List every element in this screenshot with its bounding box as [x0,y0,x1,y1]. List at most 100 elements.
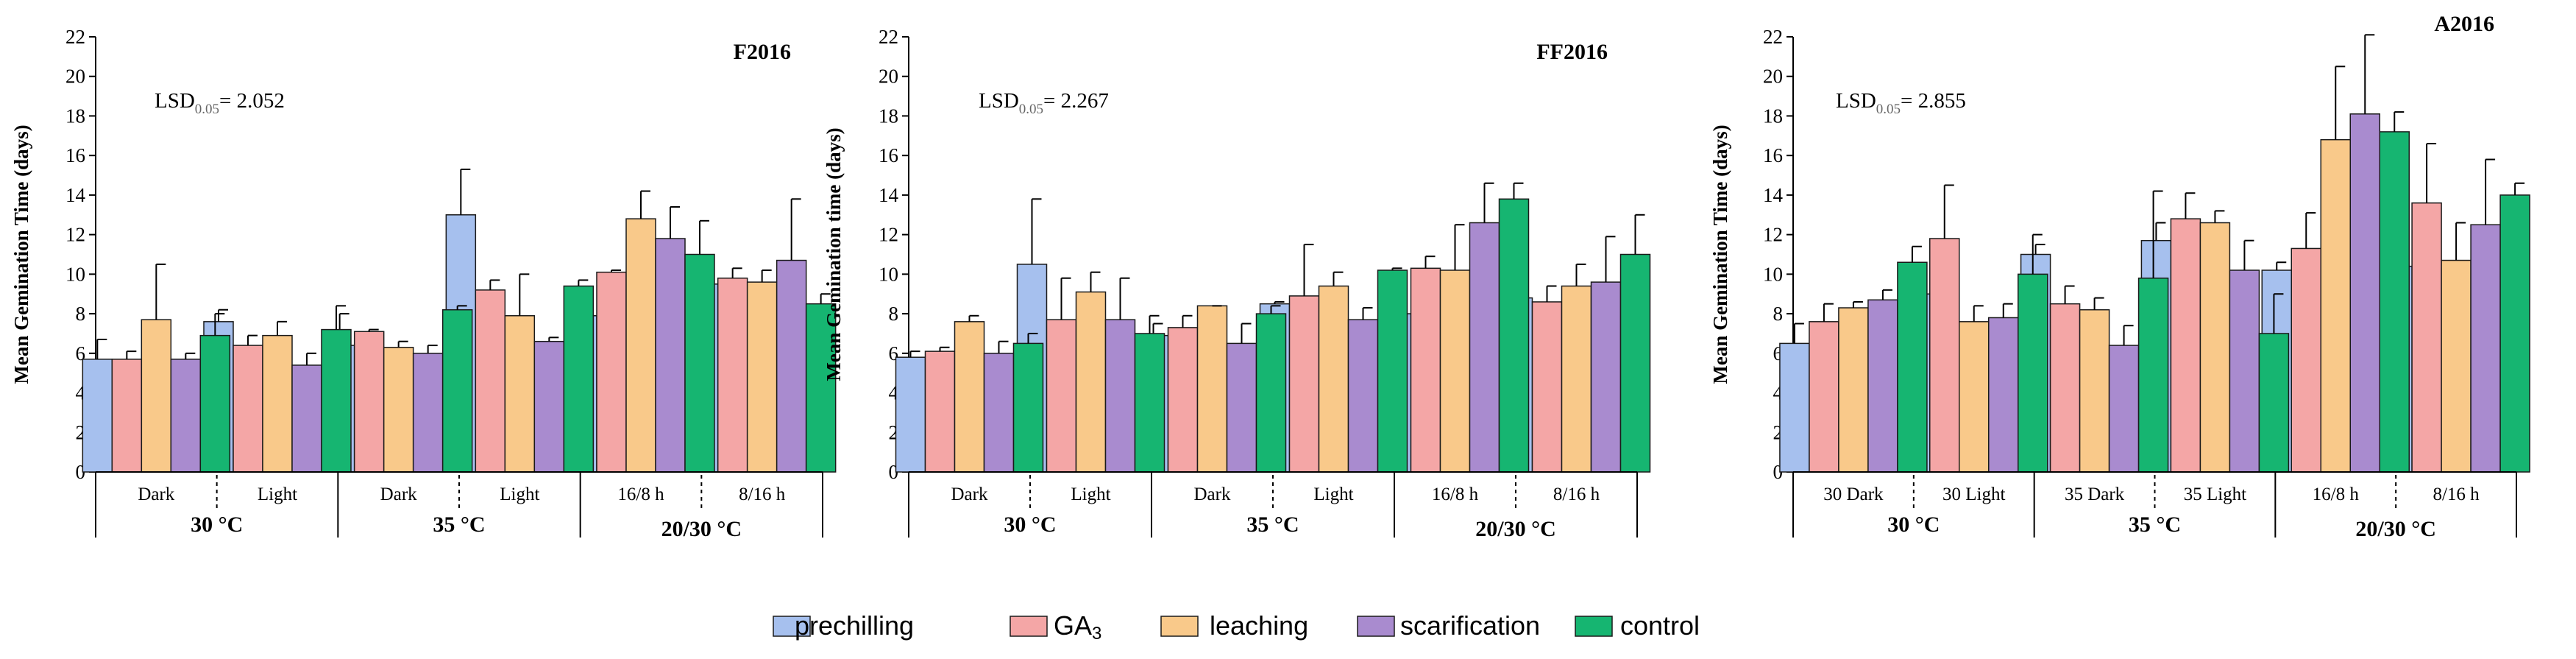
bar-control [1377,269,1408,473]
bar-leaching [625,218,656,473]
bar-control [1619,253,1651,473]
legend-swatch-GA3 [1010,616,1048,637]
bar-GA3 [924,350,956,473]
bar-leaching [954,321,985,473]
bar-control [1012,342,1044,473]
x-group-label: 20/30 °C [661,517,742,541]
bar-leaching [1196,305,1228,473]
y-tick-label: 16 [65,144,85,166]
bar-control [1134,333,1165,473]
bar-GA3 [717,277,748,473]
x-group-label: 30 °C [1887,512,1940,537]
x-category-label: Dark [380,484,417,504]
x-category-label: Light [500,484,539,504]
x-group-label: 35 °C [433,512,485,537]
bar-control [2018,273,2048,473]
bar-scarification [2108,345,2140,473]
y-tick-label: 20 [1763,66,1783,88]
x-category-label: Light [1071,484,1110,504]
bar-scarification [1226,342,1257,473]
bar-leaching [1075,291,1107,473]
x-group-label: 30 °C [1004,512,1056,537]
y-axis-title: Mean Gemination Time (days) [10,124,32,384]
bar-GA3 [353,331,385,473]
x-category-label: 35 Dark [2065,484,2125,504]
bar-GA3 [1167,327,1199,473]
bar-GA3 [1410,267,1441,473]
legend-swatch-leaching [1160,616,1199,637]
bar-control [441,309,473,473]
bar-GA3 [596,271,627,473]
x-category-label: 35 Light [2184,484,2246,504]
bar-leaching [2441,259,2472,473]
y-tick-label: 22 [65,26,85,48]
x-category-label: 16/8 h [2313,484,2360,504]
x-category-label: Dark [138,484,174,504]
bar-leaching [2079,309,2110,473]
bar-prechilling [82,359,113,473]
y-tick-label: 18 [879,105,898,127]
bar-control [1498,198,1530,473]
bar-scarification [1590,281,1622,473]
y-tick-label: 14 [1763,184,1784,206]
bar-control [1897,261,1928,473]
lsd-annotation: LSD0.05= 2.052 [155,89,285,117]
bar-GA3 [2170,218,2201,473]
bar-control [1255,313,1287,473]
y-tick-label: 12 [879,224,898,246]
bar-GA3 [1809,321,1839,473]
bar-scarification [1104,319,1136,473]
x-category-label: 8/16 h [739,484,786,504]
x-category-label: 16/8 h [1432,484,1479,504]
bar-scarification [2349,113,2380,473]
y-tick-label: 16 [879,144,898,166]
x-group-label: 20/30 °C [2355,517,2436,541]
bar-scarification [655,238,686,473]
bar-leaching [1959,321,1990,473]
bar-leaching [2199,222,2231,473]
legend-label-control: control [1620,610,1700,641]
bar-control [684,253,715,473]
legend-swatch-prechilling [773,616,811,637]
legend-label-prechilling: prechilling [795,610,914,641]
y-tick-label: 10 [879,263,898,285]
bar-leaching [383,347,414,473]
y-tick-label: 8 [889,303,899,325]
bar-scarification [1867,299,1898,473]
bar-scarification [2470,224,2501,473]
x-category-label: Dark [951,484,988,504]
bar-scarification [776,259,807,473]
bar-control [199,334,231,473]
bar-GA3 [1929,238,1960,473]
lsd-annotation: LSD0.05= 2.267 [979,89,1109,117]
y-tick-label: 22 [1763,26,1783,48]
bar-leaching [1838,307,1869,473]
bar-leaching [262,334,293,473]
y-tick-label: 20 [879,66,898,88]
x-category-label: Dark [1194,484,1231,504]
bar-GA3 [111,359,143,473]
bar-leaching [1439,269,1471,473]
legend-label-leaching: leaching [1210,610,1308,641]
x-group-label: 35 °C [1246,512,1299,537]
lsd-annotation: LSD0.05= 2.855 [1836,89,1966,117]
x-category-label: Light [258,484,297,504]
bar-prechilling [1779,342,1810,473]
y-tick-label: 18 [1763,105,1783,127]
y-tick-label: 14 [879,184,899,206]
legend-label-scarification: scarification [1400,610,1540,641]
y-tick-label: 16 [1763,144,1783,166]
bar-GA3 [1288,295,1320,473]
bar-leaching [504,315,536,473]
bar-GA3 [2049,303,2081,473]
bar-scarification [170,359,202,473]
bar-scarification [1347,319,1379,473]
chart-title: FF2016 [1536,40,1608,64]
y-axis-title: Mean Gemination time (days) [823,127,845,381]
y-tick-label: 22 [879,26,898,48]
y-tick-label: 10 [1763,263,1783,285]
legend: prechilling GA3 leaching scarification contr… [773,610,1700,644]
